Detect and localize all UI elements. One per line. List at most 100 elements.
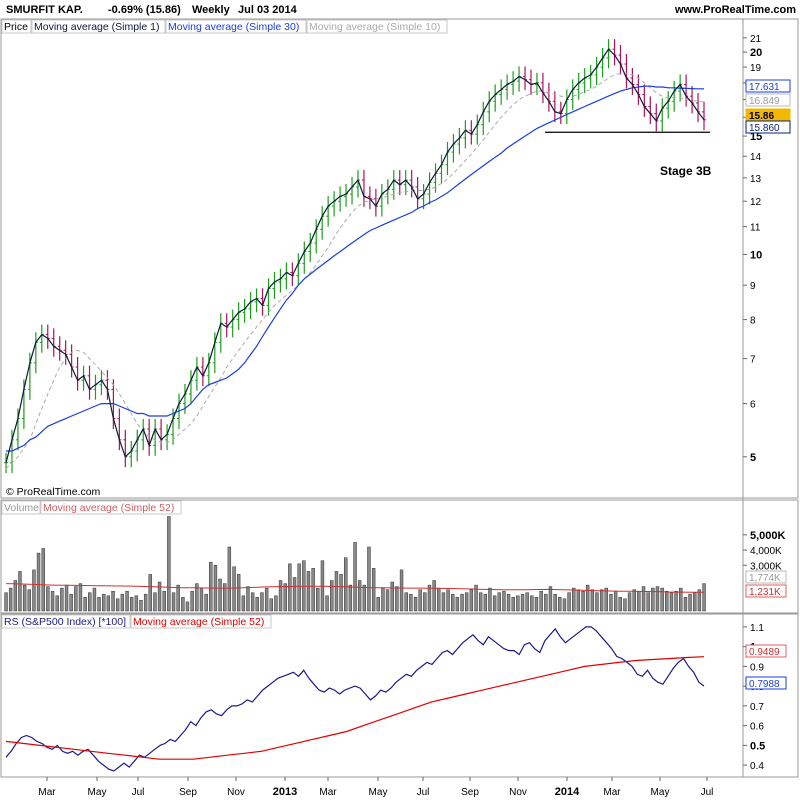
volume-bar (478, 592, 483, 612)
x-tick-label: 2013 (273, 786, 297, 798)
volume-bar (292, 577, 297, 612)
legend-volume[interactable]: Volume (4, 502, 39, 514)
ma10-line (5, 72, 705, 470)
volume-bar (451, 593, 455, 612)
volume-bar (418, 589, 422, 612)
rs-line (5, 626, 705, 772)
volume-bar (64, 584, 69, 612)
rs-tag: 0.9489 (745, 644, 787, 658)
header-date: Jul 03 2014 (238, 4, 298, 16)
volume-bar (660, 587, 664, 612)
rs-tick-label: 1.1 (750, 623, 764, 634)
volume-bar (488, 587, 492, 612)
rs-panel-frame (0, 613, 799, 778)
volume-bar (306, 571, 311, 612)
price-tick-label: 10 (750, 249, 762, 261)
volume-bar (250, 592, 255, 612)
price-tick-label: 12 (750, 197, 762, 208)
volume-bar (264, 587, 269, 612)
x-tick-label: Nov (509, 787, 527, 798)
rs-tag-box (745, 676, 787, 690)
volume-bar (646, 592, 650, 612)
volume-ma-line (5, 583, 705, 593)
volume-bar (423, 592, 427, 612)
legend-ma10[interactable]: Moving average (Simple 10) (309, 21, 440, 33)
volume-bar (469, 589, 474, 612)
price-tick-label: 7 (750, 355, 756, 366)
volume-bar (195, 583, 199, 612)
volume-bar (674, 590, 678, 612)
price-tag: 16.849 (745, 93, 791, 107)
legend-box-ma10 (306, 19, 448, 34)
volume-bar (348, 584, 353, 612)
legend-box-rs (1, 614, 131, 629)
volume-bar (506, 593, 511, 612)
volume-bar (288, 563, 292, 612)
volume-bar (106, 595, 111, 612)
volume-bar (274, 595, 278, 612)
volume-bar (395, 586, 399, 612)
volume-bar (409, 593, 413, 612)
volume-bar (278, 580, 283, 612)
volume-bar (148, 574, 152, 612)
header-site[interactable]: www.ProRealTime.com (674, 4, 796, 16)
legend-box-ma1 (31, 19, 166, 34)
volume-bar (371, 568, 376, 612)
volume-bar (492, 595, 497, 612)
legend-volume-ma[interactable]: Moving average (Simple 52) (43, 502, 174, 514)
volume-bar (139, 600, 143, 612)
volume-tick-label: 3,000K (750, 561, 782, 572)
volume-bar (376, 597, 380, 612)
volume-bar (511, 597, 515, 612)
volume-bar (125, 590, 129, 612)
legend-ma30[interactable]: Moving average (Simple 30) (168, 21, 299, 33)
price-tag: 17.631 (745, 79, 791, 93)
header-period: Weekly (192, 4, 231, 16)
volume-bar (679, 587, 683, 612)
price-tag-label: 17.631 (749, 82, 780, 93)
volume-bar (599, 589, 604, 612)
legend-box-volma (40, 500, 182, 515)
volume-bar (572, 587, 576, 612)
volume-bar (455, 597, 460, 612)
volume-bar (665, 590, 669, 612)
volume-bar (581, 590, 585, 612)
volume-bar (157, 581, 162, 612)
legend-ma1[interactable]: Moving average (Simple 1) (34, 21, 159, 33)
volume-bar (199, 587, 204, 612)
price-tag: 15.860 (745, 120, 791, 134)
x-tick-label: Mar (38, 787, 56, 798)
volume-bar (134, 595, 139, 612)
price-tag-label: 15.86 (749, 111, 774, 122)
legend-rs[interactable]: RS (S&P500 Index) [*100] (4, 616, 126, 628)
volume-bar (269, 598, 273, 612)
x-tick-label: Sep (179, 787, 197, 798)
volume-bar (544, 593, 548, 612)
volume-bar (339, 574, 343, 612)
legend-price[interactable]: Price (4, 21, 28, 33)
price-tick-label: 19 (750, 63, 762, 74)
volume-tick-label: 4,000K (750, 546, 782, 557)
volume-bar (223, 583, 227, 612)
volume-bar (153, 592, 157, 612)
volume-bar (283, 583, 287, 612)
x-tick-label: Mar (319, 787, 337, 798)
x-tick-label: Sep (461, 787, 479, 798)
rs-ma-line (5, 656, 705, 760)
volume-bar (516, 595, 520, 612)
header-change: -0.69% (15.86) (108, 4, 181, 16)
volume-bar (399, 569, 404, 612)
volume-bar (539, 590, 543, 612)
volume-bar (18, 571, 22, 612)
legend-rs-ma[interactable]: Moving average (Simple 52) (133, 616, 264, 628)
volume-bar (88, 592, 92, 612)
rs-tag-label: 0.7988 (749, 679, 780, 690)
volume-bar (497, 592, 501, 612)
volume-bar (381, 587, 385, 612)
volume-bar (595, 592, 599, 612)
volume-bar (330, 580, 334, 612)
volume-bar (567, 592, 571, 612)
volume-bar (13, 580, 18, 612)
volume-bar (260, 592, 264, 612)
